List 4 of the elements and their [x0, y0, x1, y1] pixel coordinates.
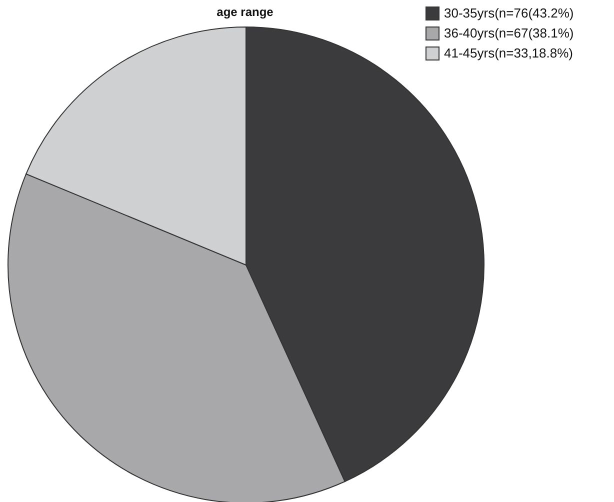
legend-label: 30-35yrs(n=76(43.2%): [444, 6, 574, 20]
legend-label: 36-40yrs(n=67(38.1%): [444, 26, 574, 40]
legend-label: 41-45yrs(n=33,18.8%): [444, 46, 573, 60]
chart-title: age range: [216, 5, 274, 19]
